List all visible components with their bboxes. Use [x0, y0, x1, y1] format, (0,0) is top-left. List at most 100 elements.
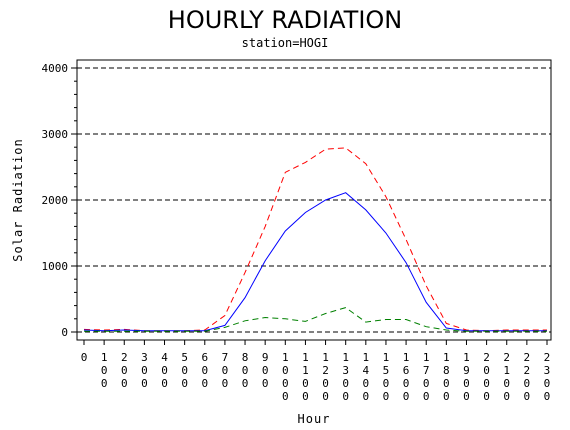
x-tick-label: 4 [363, 364, 370, 377]
x-tick-label: 0 [181, 377, 188, 390]
x-tick-label: 0 [342, 390, 349, 403]
gridlines [77, 67, 551, 333]
y-axis-title: Solar Radiation [11, 138, 25, 261]
series-lines [83, 147, 547, 332]
x-tick-label: 0 [342, 377, 349, 390]
x-tick-label: 3 [342, 364, 349, 377]
x-tick-label: 0 [483, 390, 490, 403]
series-line-3 [84, 307, 547, 332]
x-tick-label: 0 [222, 377, 229, 390]
x-tick-label: 0 [121, 364, 128, 377]
x-tick-label: 0 [463, 390, 470, 403]
x-axis-title: Hour [298, 412, 331, 426]
x-tick-label: 2 [524, 351, 531, 364]
x-tick-label: 0 [141, 364, 148, 377]
x-tick-label: 0 [201, 377, 208, 390]
x-tick-label: 1 [463, 351, 470, 364]
x-tick-label: 0 [81, 351, 88, 364]
x-tick-label: 0 [363, 377, 370, 390]
x-tick-label: 0 [403, 390, 410, 403]
x-tick-label: 0 [262, 377, 269, 390]
x-tick-label: 0 [524, 377, 531, 390]
x-tick-label: 0 [322, 377, 329, 390]
x-tick-label: 8 [443, 364, 450, 377]
x-tick-label: 0 [161, 364, 168, 377]
x-tick-label: 0 [463, 377, 470, 390]
x-tick-label: 3 [544, 364, 551, 377]
x-tick-label: 5 [383, 364, 390, 377]
x-tick-label: 2 [483, 351, 490, 364]
x-tick-label: 0 [282, 377, 289, 390]
x-tick-label: 0 [403, 377, 410, 390]
x-tick-label: 9 [262, 351, 269, 364]
x-tick-label: 0 [282, 390, 289, 403]
x-tick-label: 1 [322, 351, 329, 364]
chart-title: HOURLY RADIATION [167, 6, 403, 34]
x-tick-label: 0 [423, 377, 430, 390]
x-tick-label: 6 [201, 351, 208, 364]
x-tick-label: 1 [302, 351, 309, 364]
x-tick-label: 0 [383, 390, 390, 403]
x-tick-label: 6 [403, 364, 410, 377]
x-tick-label: 0 [443, 390, 450, 403]
x-tick-label: 0 [443, 377, 450, 390]
y-tick-label: 1000 [42, 260, 69, 273]
x-tick-label: 1 [342, 351, 349, 364]
x-tick-label: 0 [383, 377, 390, 390]
x-tick-label: 1 [403, 351, 410, 364]
x-tick-label: 9 [463, 364, 470, 377]
x-tick-label: 0 [322, 390, 329, 403]
x-tick-label: 1 [443, 351, 450, 364]
series-line-2 [83, 192, 547, 332]
x-tick-label: 0 [242, 364, 249, 377]
x-tick-label: 0 [503, 377, 510, 390]
x-tick-label: 1 [282, 351, 289, 364]
x-tick-label: 3 [141, 351, 148, 364]
y-tick-label: 3000 [42, 128, 69, 141]
x-tick-label: 0 [363, 390, 370, 403]
x-tick-label: 8 [242, 351, 249, 364]
x-tick-label: 0 [483, 364, 490, 377]
x-tick-label: 2 [322, 364, 329, 377]
axes [71, 59, 552, 345]
x-tick-label: 0 [101, 377, 108, 390]
x-tick-label: 2 [544, 351, 551, 364]
x-tick-label: 0 [423, 390, 430, 403]
y-tick-label: 4000 [42, 62, 69, 75]
series-line-1 [83, 147, 547, 332]
x-tick-label: 1 [101, 351, 108, 364]
x-tick-label: 0 [302, 377, 309, 390]
x-tick-label: 0 [524, 390, 531, 403]
x-tick-label: 1 [363, 351, 370, 364]
x-tick-label: 2 [503, 351, 510, 364]
x-tick-label: 4 [161, 351, 168, 364]
x-tick-label: 5 [181, 351, 188, 364]
x-tick-label: 0 [282, 364, 289, 377]
y-tick-label: 2000 [42, 194, 69, 207]
x-tick-label: 1 [423, 351, 430, 364]
x-tick-label: 0 [141, 377, 148, 390]
x-tick-label: 0 [544, 390, 551, 403]
x-tick-label: 1 [302, 364, 309, 377]
x-tick-label: 0 [161, 377, 168, 390]
x-tick-label: 0 [121, 377, 128, 390]
x-tick-label: 0 [544, 377, 551, 390]
x-tick-label: 1 [503, 364, 510, 377]
x-tick-label: 2 [121, 351, 128, 364]
x-tick-label: 1 [383, 351, 390, 364]
x-tick-label: 0 [222, 364, 229, 377]
x-tick-label: 7 [423, 364, 430, 377]
x-tick-label: 0 [181, 364, 188, 377]
y-tick-label: 0 [61, 326, 68, 339]
x-tick-label: 0 [262, 364, 269, 377]
x-tick-label: 0 [101, 364, 108, 377]
chart-subtitle: station=HOGI [241, 36, 329, 50]
x-tick-label: 2 [524, 364, 531, 377]
x-tick-label: 0 [483, 377, 490, 390]
x-tick-label: 7 [222, 351, 229, 364]
x-tick-label: 0 [503, 390, 510, 403]
x-tick-label: 0 [201, 364, 208, 377]
x-tick-label: 0 [302, 390, 309, 403]
